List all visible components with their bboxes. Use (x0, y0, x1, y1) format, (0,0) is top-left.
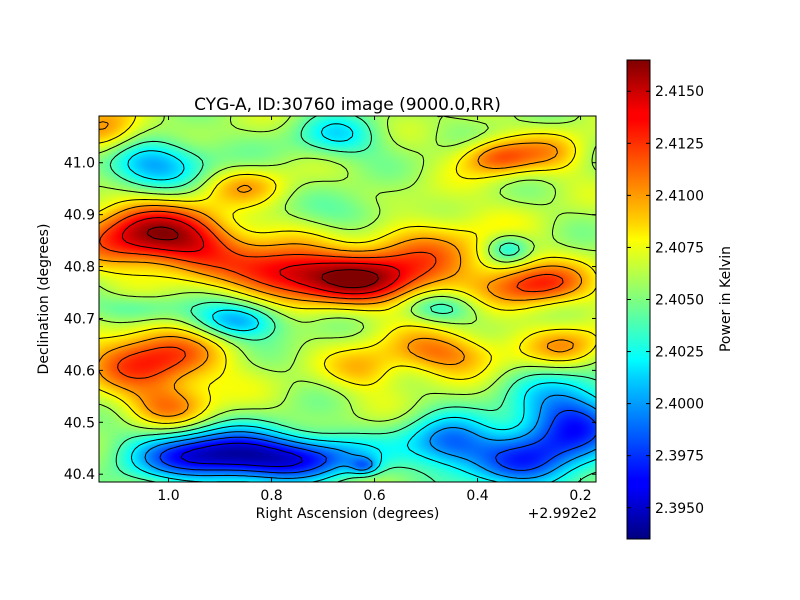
x-tick-label: 0.8 (260, 488, 282, 504)
plot-area: 1.0 0.8 0.6 0.4 0.2 40.4 40.5 40.6 40.7 40.8 40.9… (64, 115, 597, 504)
colorbar-tick-label: 2.4150 (655, 84, 704, 100)
colorbar-tick-label: 2.4125 (655, 136, 704, 152)
y-tick-label: 40.4 (64, 467, 95, 483)
contour-line (180, 442, 303, 467)
x-tick-label: 1.0 (157, 488, 179, 504)
colorbar-ticks: 2.3950 2.3975 2.4000 2.4025 2.4050 2.4075 2.41… (627, 84, 704, 517)
colorbar-tick-label: 2.4100 (655, 188, 704, 204)
contour-lines (99, 116, 596, 482)
plot-frame (98, 115, 597, 483)
colorbar-tick-label: 2.4000 (655, 397, 704, 413)
contour-line (99, 116, 596, 430)
colorbar: 2.3950 2.3975 2.4000 2.4025 2.4050 2.4075 2.41… (626, 59, 734, 540)
y-tick-label: 40.5 (64, 415, 95, 431)
y-tick-label: 40.9 (64, 208, 95, 224)
colorbar-label: Power in Kelvin (718, 246, 734, 352)
x-axis-label: Right Ascension (degrees) (256, 506, 440, 522)
contour-line (121, 217, 401, 295)
x-tick-label: 0.2 (569, 488, 591, 504)
x-axis-ticks: 1.0 0.8 0.6 0.4 0.2 (157, 116, 592, 504)
contour-line (99, 121, 582, 417)
contour-line (99, 210, 564, 379)
y-tick-label: 40.6 (64, 363, 95, 379)
chart-title: CYG-A, ID:30760 image (9000.0,RR) (194, 95, 501, 115)
x-tick-label: 0.4 (466, 488, 488, 504)
colorbar-tick-label: 2.4075 (655, 240, 704, 256)
colorbar-tick-label: 2.3975 (655, 449, 704, 465)
y-axis-ticks: 40.4 40.5 40.6 40.7 40.8 40.9 41.0 (64, 156, 596, 483)
colorbar-tick-label: 2.4025 (655, 345, 704, 361)
contour-line (144, 394, 596, 479)
x-tick-label: 0.6 (363, 488, 385, 504)
contour-line (159, 410, 596, 474)
y-tick-label: 41.0 (64, 156, 95, 172)
x-axis-offset-label: +2.992e2 (528, 506, 597, 522)
y-tick-label: 40.8 (64, 260, 95, 276)
y-axis-label: Declination (degrees) (36, 224, 52, 375)
colorbar-tick-label: 2.4050 (655, 293, 704, 309)
contour-line (146, 226, 379, 289)
contour-line (99, 116, 596, 424)
colorbar-tick-label: 2.3950 (655, 501, 704, 517)
contour-line (109, 116, 596, 482)
y-tick-label: 40.7 (64, 311, 95, 327)
